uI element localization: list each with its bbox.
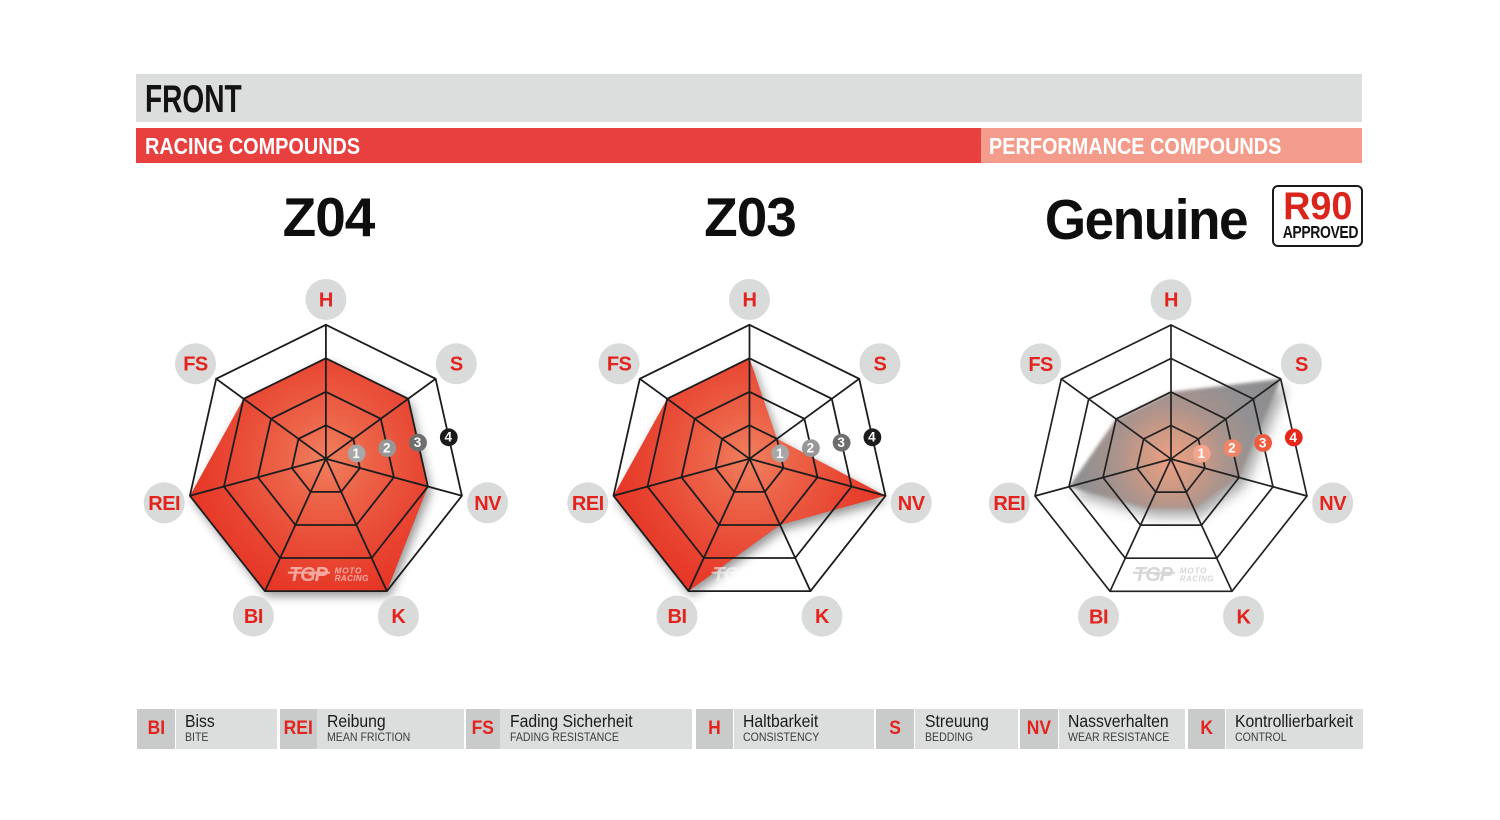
svg-text:2: 2	[383, 440, 391, 455]
svg-text:3: 3	[837, 435, 845, 450]
svg-text:4: 4	[444, 430, 452, 445]
svg-text:TGP: TGP	[713, 564, 753, 586]
svg-text:S: S	[873, 354, 886, 376]
svg-text:REI: REI	[572, 493, 604, 515]
svg-text:K: K	[815, 606, 830, 628]
svg-text:REI: REI	[993, 493, 1025, 515]
svg-text:1: 1	[1197, 446, 1205, 461]
svg-text:K: K	[1237, 606, 1252, 628]
svg-text:K: K	[391, 606, 406, 628]
svg-text:NV: NV	[474, 493, 502, 515]
svg-text:BI: BI	[668, 606, 687, 628]
svg-text:RACING: RACING	[335, 574, 369, 583]
svg-text:4: 4	[1290, 430, 1298, 445]
svg-text:FS: FS	[1028, 354, 1053, 376]
svg-text:H: H	[319, 290, 333, 312]
svg-text:NV: NV	[898, 493, 926, 515]
svg-text:3: 3	[414, 435, 422, 450]
svg-text:2: 2	[807, 440, 815, 455]
svg-text:3: 3	[1259, 435, 1267, 450]
svg-text:MOTO: MOTO	[335, 566, 363, 575]
svg-text:2: 2	[1228, 441, 1236, 456]
svg-text:4: 4	[868, 430, 876, 445]
svg-text:NV: NV	[1319, 493, 1347, 515]
svg-text:1: 1	[776, 446, 784, 461]
svg-text:MOTO: MOTO	[1180, 567, 1208, 576]
svg-text:MOTO: MOTO	[758, 566, 786, 575]
svg-text:RACING: RACING	[1180, 574, 1214, 583]
svg-text:TGP: TGP	[289, 564, 329, 586]
svg-text:H: H	[743, 290, 757, 312]
svg-text:TGP: TGP	[1134, 564, 1174, 586]
svg-text:S: S	[450, 354, 463, 376]
svg-text:FS: FS	[183, 354, 208, 376]
svg-text:FS: FS	[607, 354, 632, 376]
svg-text:RACING: RACING	[758, 574, 792, 583]
svg-text:REI: REI	[148, 493, 180, 515]
svg-text:1: 1	[352, 446, 360, 461]
svg-text:BI: BI	[244, 606, 263, 628]
svg-text:H: H	[1164, 290, 1178, 312]
svg-text:S: S	[1295, 354, 1308, 376]
svg-text:BI: BI	[1089, 606, 1108, 628]
